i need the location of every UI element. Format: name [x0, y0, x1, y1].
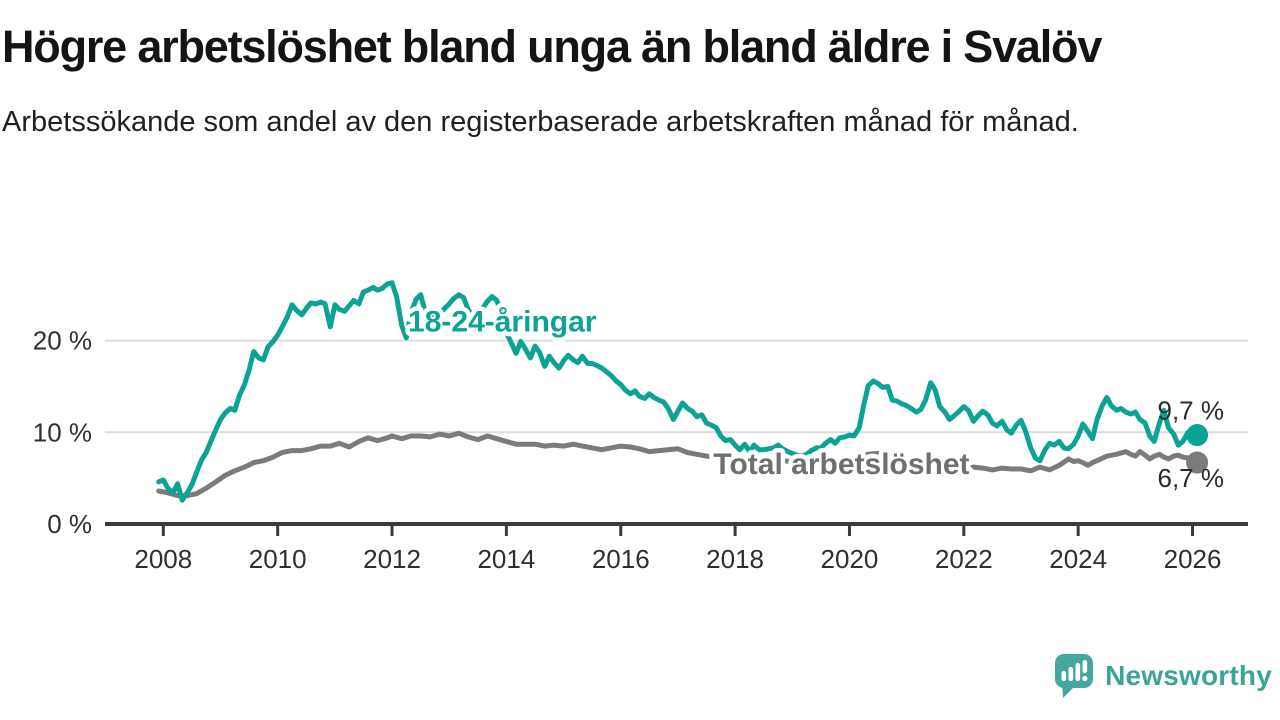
x-axis-label: 2016 [592, 544, 650, 574]
series-label-young: 18-24-åringar [408, 305, 597, 338]
y-axis-label: 0 % [47, 509, 92, 539]
logo-bubble-tail [1062, 682, 1077, 698]
logo-bar-medium [1068, 667, 1074, 681]
x-axis-label: 2010 [249, 544, 307, 574]
end-dot-total [1186, 451, 1209, 474]
series-line-total [156, 430, 1200, 499]
newsworthy-logo-icon [1055, 654, 1094, 698]
end-value-label-total: 6,7 % [1157, 463, 1224, 493]
logo-bar-short [1061, 671, 1067, 681]
y-axis-label: 20 % [33, 326, 92, 356]
end-dot-young [1186, 424, 1209, 447]
logo-exclamation-dot [1082, 675, 1088, 682]
series-line-young [156, 280, 1200, 503]
newsworthy-brand: Newsworthy [1053, 652, 1272, 700]
x-axis-label: 2026 [1164, 544, 1222, 574]
series-label-total: Total arbetslöshet [713, 448, 969, 481]
x-axis-label: 2020 [821, 544, 879, 574]
chart-header: Högre arbetslöshet bland unga än bland ä… [0, 0, 1280, 142]
logo-bubble [1055, 654, 1094, 688]
y-axis-label: 10 % [33, 417, 92, 447]
page-title: Högre arbetslöshet bland unga än bland ä… [2, 21, 1102, 72]
end-value-label-young: 9,7 % [1157, 395, 1224, 425]
chart-subtitle: Arbetssökande som andel av den registerb… [2, 105, 1079, 138]
newsworthy-logo-text: Newsworthy [1105, 660, 1272, 691]
logo-bar-tall [1075, 663, 1081, 681]
x-axis-label: 2014 [477, 544, 535, 574]
x-axis-label: 2024 [1049, 544, 1107, 574]
x-axis-label: 2022 [935, 544, 993, 574]
x-axis-label: 2012 [363, 544, 421, 574]
x-axis-label: 2008 [134, 544, 192, 574]
x-axis-label: 2018 [706, 544, 764, 574]
logo-exclamation-bar [1082, 660, 1088, 673]
